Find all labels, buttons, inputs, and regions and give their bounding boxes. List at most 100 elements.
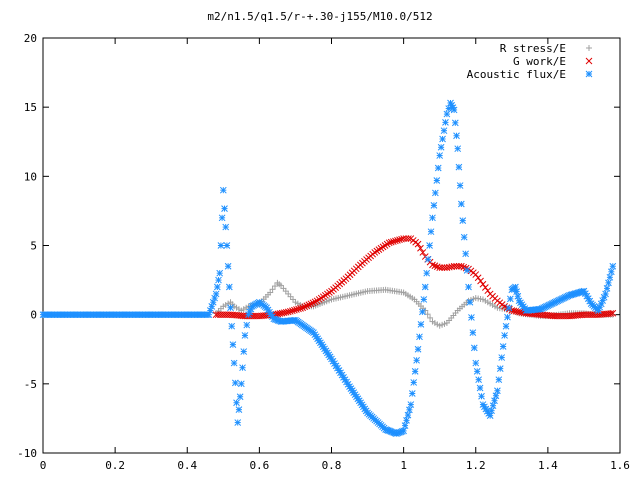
- point-acoustic-flux-e: [230, 359, 238, 367]
- point-g-work-e: [400, 235, 407, 242]
- point-acoustic-flux-e: [216, 269, 224, 277]
- point-acoustic-flux-e: [463, 267, 471, 274]
- point-r-stress-e: [427, 314, 434, 321]
- legend-marker: [586, 45, 592, 51]
- point-acoustic-flux-e: [451, 119, 459, 127]
- point-acoustic-flux-e: [442, 119, 449, 126]
- point-acoustic-flux-e: [505, 304, 513, 312]
- point-acoustic-flux-e: [460, 233, 468, 241]
- point-acoustic-flux-e: [236, 393, 244, 401]
- point-acoustic-flux-e: [433, 177, 441, 184]
- point-acoustic-flux-e: [453, 132, 460, 140]
- point-acoustic-flux-e: [436, 152, 444, 159]
- point-acoustic-flux-e: [237, 380, 245, 388]
- point-acoustic-flux-e: [432, 189, 439, 197]
- point-acoustic-flux-e: [221, 205, 228, 212]
- point-acoustic-flux-e: [429, 214, 436, 222]
- point-acoustic-flux-e: [504, 313, 511, 321]
- point-r-stress-e: [269, 286, 276, 293]
- point-acoustic-flux-e: [607, 268, 615, 276]
- point-g-work-e: [299, 304, 307, 312]
- point-acoustic-flux-e: [491, 397, 498, 405]
- x-tick-label: 0.4: [177, 459, 197, 472]
- point-g-work-e: [472, 271, 480, 278]
- point-g-work-e: [305, 301, 313, 309]
- point-acoustic-flux-e: [475, 376, 482, 384]
- point-acoustic-flux-e: [225, 283, 233, 291]
- point-acoustic-flux-e: [416, 333, 423, 341]
- point-acoustic-flux-e: [478, 392, 485, 400]
- point-acoustic-flux-e: [437, 143, 445, 151]
- point-acoustic-flux-e: [404, 411, 412, 419]
- point-g-work-e: [392, 237, 399, 245]
- point-g-work-e: [282, 308, 290, 316]
- legend-label: Acoustic flux/E: [467, 68, 566, 81]
- point-acoustic-flux-e: [470, 344, 478, 352]
- point-g-work-e: [394, 237, 401, 244]
- point-acoustic-flux-e: [595, 307, 602, 314]
- point-acoustic-flux-e: [234, 419, 242, 426]
- point-acoustic-flux-e: [217, 242, 225, 249]
- point-acoustic-flux-e: [495, 376, 503, 384]
- point-acoustic-flux-e: [439, 135, 446, 143]
- point-r-stress-e: [424, 311, 431, 318]
- point-acoustic-flux-e: [421, 283, 429, 291]
- x-tick-label: 0.6: [249, 459, 269, 472]
- point-acoustic-flux-e: [443, 110, 451, 118]
- point-acoustic-flux-e: [492, 392, 500, 400]
- point-acoustic-flux-e: [426, 242, 433, 249]
- point-g-work-e: [402, 235, 410, 242]
- point-g-work-e: [482, 284, 489, 291]
- point-g-work-e: [484, 287, 492, 295]
- point-acoustic-flux-e: [596, 303, 604, 311]
- point-acoustic-flux-e: [476, 384, 484, 392]
- point-acoustic-flux-e: [499, 343, 507, 350]
- point-acoustic-flux-e: [211, 294, 219, 302]
- y-tick-label: 0: [30, 309, 37, 322]
- point-g-work-e: [387, 238, 395, 246]
- point-g-work-e: [293, 306, 300, 313]
- point-acoustic-flux-e: [455, 163, 463, 171]
- point-acoustic-flux-e: [606, 273, 614, 281]
- point-g-work-e: [609, 309, 617, 317]
- legend-label: R stress/E: [500, 42, 566, 55]
- point-acoustic-flux-e: [473, 368, 481, 375]
- point-acoustic-flux-e: [208, 303, 216, 310]
- point-acoustic-flux-e: [243, 321, 251, 329]
- y-tick-label: 20: [24, 32, 37, 45]
- point-acoustic-flux-e: [408, 390, 416, 397]
- point-acoustic-flux-e: [489, 402, 497, 410]
- x-tick-label: 1.2: [466, 459, 486, 472]
- legend-label: G work/E: [513, 55, 566, 68]
- point-g-work-e: [303, 302, 311, 310]
- point-g-work-e: [385, 239, 393, 247]
- chart-title: m2/n1.5/q1.5/r-+.30-j155/M10.0/512: [207, 10, 433, 23]
- plot-frame: [42, 37, 621, 454]
- point-acoustic-flux-e: [240, 348, 248, 355]
- point-g-work-e: [295, 305, 302, 313]
- point-acoustic-flux-e: [512, 283, 519, 291]
- point-acoustic-flux-e: [239, 364, 246, 372]
- x-tick-label: 0.8: [322, 459, 342, 472]
- point-acoustic-flux-e: [440, 127, 448, 135]
- point-g-work-e: [414, 240, 422, 248]
- point-acoustic-flux-e: [235, 406, 243, 414]
- point-g-work-e: [288, 307, 296, 315]
- point-g-work-e: [436, 264, 444, 271]
- point-acoustic-flux-e: [609, 262, 617, 270]
- point-acoustic-flux-e: [420, 296, 428, 303]
- point-acoustic-flux-e: [496, 365, 504, 372]
- point-acoustic-flux-e: [407, 401, 415, 408]
- y-tick-label: -10: [17, 447, 37, 460]
- point-acoustic-flux-e: [507, 295, 514, 303]
- point-g-work-e: [477, 277, 484, 285]
- point-acoustic-flux-e: [417, 320, 425, 328]
- point-acoustic-flux-e: [472, 359, 480, 367]
- point-g-work-e: [307, 300, 315, 308]
- y-tick-label: 5: [30, 240, 37, 253]
- point-g-work-e: [479, 280, 487, 288]
- point-acoustic-flux-e: [450, 106, 458, 114]
- point-acoustic-flux-e: [462, 250, 470, 258]
- x-tick-label: 0: [40, 459, 47, 472]
